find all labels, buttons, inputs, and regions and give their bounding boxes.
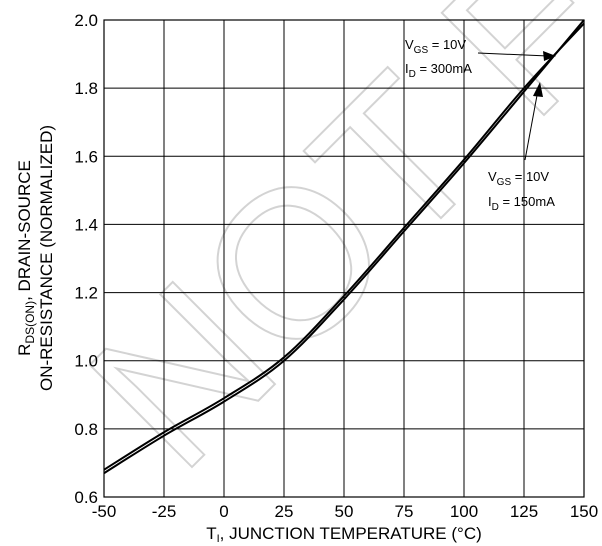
- y-axis-title-line2: ON-RESISTANCE (NORMALIZED): [37, 125, 56, 391]
- y-tick-label: 1.6: [74, 147, 98, 166]
- x-tick-label: -50: [92, 502, 117, 521]
- annotation-150ma: VGS = 10V ID = 150mA: [488, 82, 555, 213]
- watermark-text: NOT FOR: [45, 0, 602, 511]
- y-tick-label: 0.8: [74, 420, 98, 439]
- annotation-150ma-vgs: VGS = 10V: [488, 169, 549, 188]
- y-tick-label: 1.2: [74, 284, 98, 303]
- series-line-2: [103, 22, 585, 471]
- x-tick-label: 125: [510, 502, 538, 521]
- series-group: [103, 19, 585, 474]
- x-tick-label: 50: [335, 502, 354, 521]
- y-axis-title: RDS(ON), DRAIN-SOURCE ON-RESISTANCE (NOR…: [15, 125, 56, 391]
- annotation-150ma-id: ID = 150mA: [488, 194, 555, 213]
- y-tick-label: 2.0: [74, 11, 98, 30]
- x-tick-label: 75: [395, 502, 414, 521]
- plot-frame: [103, 19, 585, 498]
- annotation-300ma-arrow-line: [477, 52, 549, 57]
- annotation-300ma-vgs: VGS = 10V: [405, 37, 466, 56]
- watermark: NOT FOR: [44, 0, 602, 512]
- annotation-300ma-id: ID = 300mA: [405, 61, 472, 80]
- x-tick-label: -25: [152, 502, 177, 521]
- y-axis-title-line1: RDS(ON), DRAIN-SOURCE: [15, 160, 37, 356]
- x-tick-label: 100: [450, 502, 478, 521]
- annotation-150ma-arrow-line: [524, 89, 539, 161]
- y-tick-label: 0.6: [74, 488, 98, 507]
- series-line-1: [103, 19, 585, 474]
- annotation-150ma-arrow-head: [533, 82, 543, 97]
- x-tick-label: 150: [570, 502, 598, 521]
- annotation-300ma: VGS = 10V ID = 300mA: [405, 37, 556, 80]
- x-axis-title: TI, JUNCTION TEMPERATURE (°C): [206, 524, 482, 545]
- x-tick-labels: -50 -25 0 25 50 75 100 125 150: [92, 502, 598, 521]
- x-tick-label: 0: [219, 502, 228, 521]
- y-tick-labels: 0.6 0.8 1.0 1.2 1.4 1.6 1.8 2.0: [74, 11, 98, 507]
- x-tick-label: 25: [275, 502, 294, 521]
- y-tick-label: 1.4: [74, 215, 98, 234]
- annotation-300ma-arrow-head: [543, 51, 556, 61]
- y-tick-label: 1.0: [74, 352, 98, 371]
- y-tick-label: 1.8: [74, 79, 98, 98]
